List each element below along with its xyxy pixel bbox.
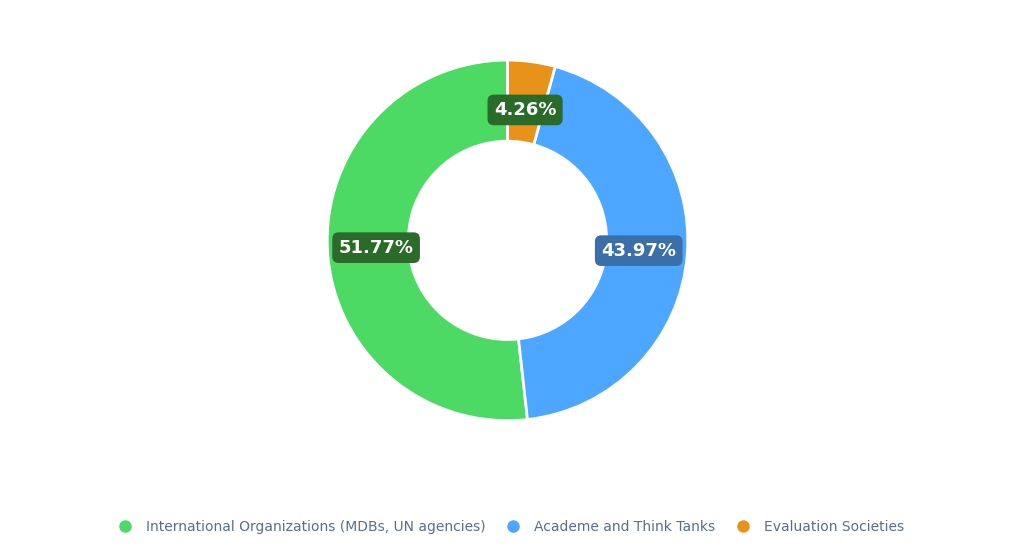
Text: 51.77%: 51.77% xyxy=(339,239,413,257)
Legend: International Organizations (MDBs, UN agencies), Academe and Think Tanks, Evalua: International Organizations (MDBs, UN ag… xyxy=(106,515,909,540)
Wedge shape xyxy=(508,60,555,145)
Wedge shape xyxy=(519,67,688,420)
Text: 43.97%: 43.97% xyxy=(601,241,676,260)
Text: 4.26%: 4.26% xyxy=(494,101,556,119)
Wedge shape xyxy=(327,60,528,421)
